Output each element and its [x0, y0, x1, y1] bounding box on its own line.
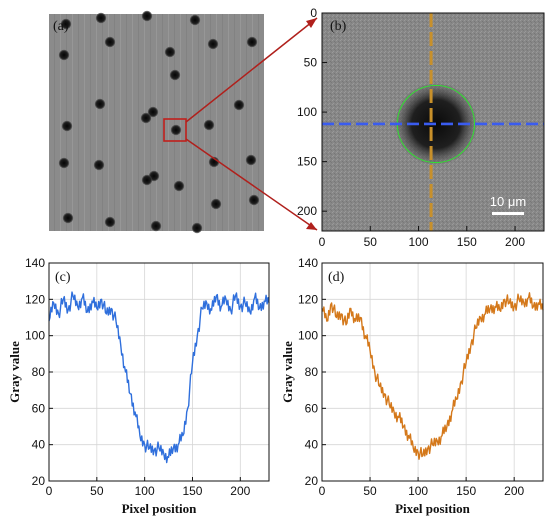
dark-dot: [210, 198, 222, 210]
y-tick-label: 120: [25, 292, 45, 306]
y-tick-label: 20: [305, 474, 319, 488]
dark-dot: [141, 174, 153, 186]
dark-dot: [207, 38, 219, 50]
x-tick-label: 150: [457, 235, 477, 249]
y-tick-label: 50: [304, 56, 318, 70]
y-tick-label: 200: [297, 204, 317, 218]
dark-dot: [93, 159, 105, 171]
panel-b-label: (b): [330, 19, 347, 34]
x-tick-label: 150: [182, 484, 202, 498]
dark-dot: [169, 69, 181, 81]
zoom-box: [163, 118, 187, 142]
dark-dot: [94, 98, 106, 110]
dark-dot: [245, 154, 257, 166]
dark-dot: [141, 10, 153, 22]
dark-dot: [104, 36, 116, 48]
x-tick-label: 50: [90, 484, 104, 498]
dark-dot: [164, 46, 176, 58]
y-tick-label: 80: [32, 365, 46, 379]
dark-dot: [233, 99, 245, 111]
y-tick-label: 0: [310, 6, 317, 20]
panel-b-chart: 0 50 100 150 200 0 50 100 150 200 (b) 10 μm: [297, 6, 545, 249]
dark-dot: [60, 18, 72, 30]
profile-series-line: [48, 291, 270, 464]
y-tick-label: 80: [305, 365, 319, 379]
y-tick-label: 100: [297, 105, 317, 119]
x-tick-label: 50: [363, 484, 377, 498]
dark-dot: [61, 120, 73, 132]
y-tick-label: 20: [32, 474, 46, 488]
dark-dot: [170, 124, 182, 136]
y-axis-label: Gray value: [7, 341, 22, 403]
x-tick-label: 150: [456, 484, 476, 498]
x-tick-label: 0: [319, 484, 326, 498]
dark-dot: [62, 212, 74, 224]
scale-bar: [492, 212, 524, 215]
zoom-arrows: [185, 17, 318, 231]
dark-dot: [58, 157, 70, 169]
y-tick-label: 150: [297, 155, 317, 169]
x-axis-label: Pixel position: [395, 501, 471, 516]
y-axis-label: Gray value: [280, 341, 295, 403]
panel-d-chart: 0 50 100 150 200 20 40 60 80 100 120 140 Pixel posit…: [280, 256, 544, 516]
y-tick-label: 100: [298, 329, 318, 343]
y-tick-label: 140: [25, 256, 45, 270]
dark-dot: [58, 49, 70, 61]
panel-label: (c): [55, 270, 71, 285]
panel-a-image: (a): [49, 10, 264, 234]
x-tick-label: 200: [505, 235, 525, 249]
y-tick-label: 140: [298, 256, 318, 270]
x-tick-label: 100: [409, 235, 429, 249]
dark-dot: [147, 106, 159, 118]
x-axis-label: Pixel position: [122, 501, 198, 516]
profile-series-line: [321, 292, 544, 460]
panel-label: (d): [328, 270, 345, 285]
x-tick-label: 0: [319, 235, 326, 249]
panel-b-frame: [321, 12, 545, 232]
dark-dot: [150, 220, 162, 232]
dark-dot: [191, 222, 203, 234]
y-tick-label: 100: [25, 329, 45, 343]
x-tick-label: 100: [408, 484, 428, 498]
dark-dot: [203, 119, 215, 131]
x-tick-label: 50: [364, 235, 378, 249]
panel-a-dots: [58, 10, 260, 234]
dark-dot: [95, 12, 107, 24]
x-tick-label: 100: [135, 484, 155, 498]
y-tick-label: 40: [32, 438, 46, 452]
y-tick-label: 60: [32, 401, 46, 415]
dark-dot: [173, 180, 185, 192]
y-tick-label: 60: [305, 401, 319, 415]
dark-dot: [189, 14, 201, 26]
x-tick-label: 200: [230, 484, 250, 498]
y-tick-label: 40: [305, 438, 319, 452]
x-tick-label: 200: [504, 484, 524, 498]
dark-dot: [248, 194, 260, 206]
panel-a-label: (a): [53, 19, 69, 34]
dark-dot: [104, 216, 116, 228]
x-tick-label: 0: [46, 484, 53, 498]
y-tick-label: 120: [298, 292, 318, 306]
dark-dot: [140, 112, 152, 124]
scale-bar-label: 10 μm: [490, 194, 526, 209]
panel-c-chart: 0 50 100 150 200 20 40 60 80 100 120 140 Pixel posit…: [7, 256, 270, 516]
dark-dot: [246, 36, 258, 48]
